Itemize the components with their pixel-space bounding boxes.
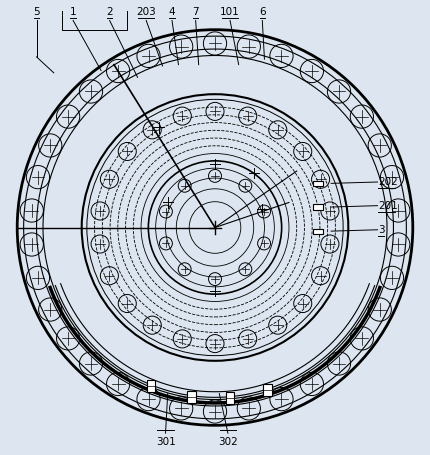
Bar: [313, 228, 323, 234]
Bar: [313, 181, 323, 186]
Text: 5: 5: [33, 7, 40, 17]
Bar: [264, 384, 272, 396]
Text: 203: 203: [136, 7, 156, 17]
Text: 6: 6: [259, 7, 266, 17]
Text: 7: 7: [192, 7, 199, 17]
Text: 4: 4: [169, 7, 175, 17]
Text: 101: 101: [220, 7, 240, 17]
Bar: [147, 380, 155, 392]
Text: 301: 301: [156, 437, 175, 447]
Text: 3: 3: [378, 225, 385, 235]
Bar: [313, 204, 323, 210]
Text: 1: 1: [70, 7, 77, 17]
Bar: [226, 392, 234, 404]
Text: 201: 201: [378, 201, 398, 211]
Text: 202: 202: [378, 177, 398, 187]
Text: 302: 302: [218, 437, 238, 447]
Bar: [187, 390, 196, 403]
Text: 2: 2: [106, 7, 113, 17]
